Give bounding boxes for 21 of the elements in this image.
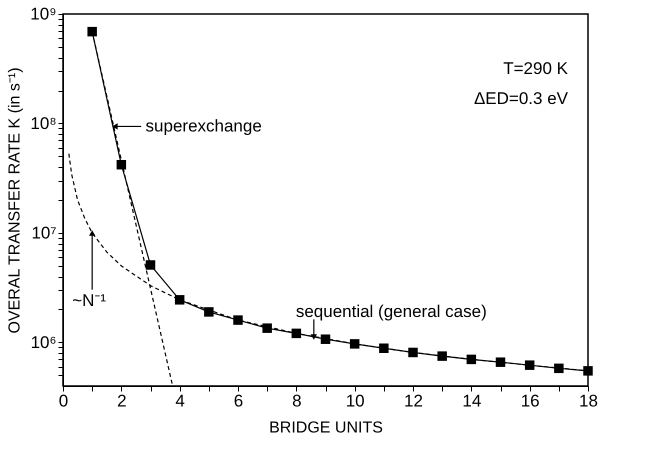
annotation: ~N⁻¹	[72, 291, 106, 310]
annotation: ΔED=0.3 eV	[474, 89, 569, 108]
x-tick-label: 8	[292, 392, 302, 410]
annotation: sequential (general case)	[296, 302, 487, 321]
annotation: T=290 K	[503, 59, 569, 78]
x-tick-label: 16	[520, 392, 540, 410]
y-axis-title: OVERAL TRANSFER RATE K (in s⁻¹)	[6, 67, 24, 334]
annotation: superexchange	[146, 116, 262, 136]
x-tick-label: 6	[234, 392, 244, 410]
x-tick-label: 14	[462, 392, 482, 410]
x-tick-label: 2	[117, 392, 127, 410]
x-tick-label: 0	[58, 392, 68, 410]
x-tick-label: 10	[346, 392, 365, 410]
x-tick-label: 4	[175, 392, 185, 410]
y-tick-label: 10⁶	[30, 332, 56, 352]
x-axis-title: BRIDGE UNITS	[269, 420, 383, 436]
y-tick-label: 10⁸	[30, 114, 56, 133]
y-tick-label: 10⁹	[30, 4, 56, 24]
x-tick-label: 12	[404, 392, 423, 410]
x-tick-label: 18	[579, 392, 598, 410]
y-tick-label: 10⁷	[31, 223, 56, 242]
